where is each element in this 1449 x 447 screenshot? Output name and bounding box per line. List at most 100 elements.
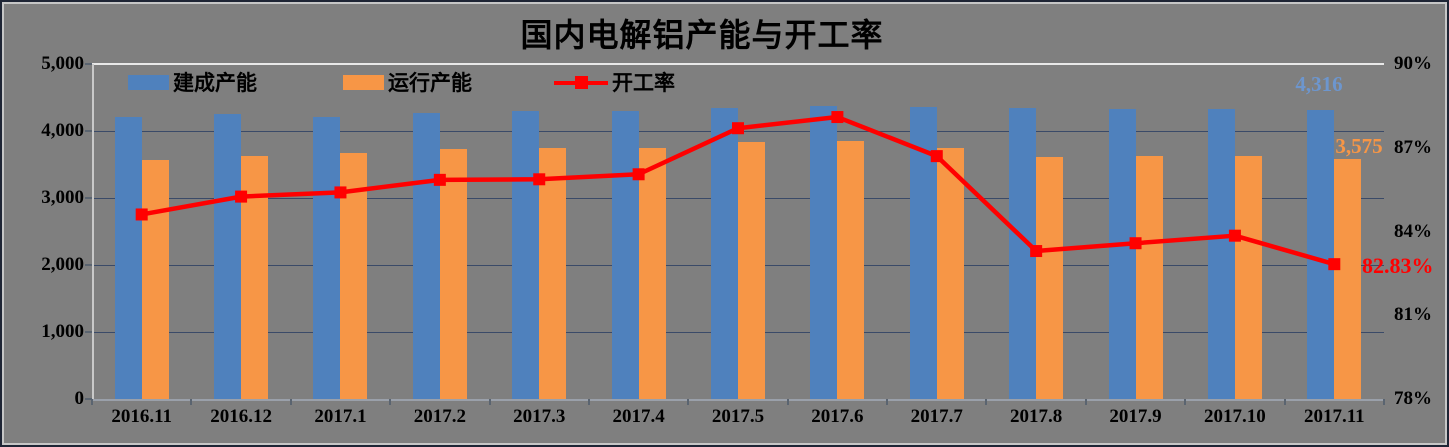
data-label-rate-last: 82.83%	[1362, 253, 1434, 278]
operating-rate-line-marker-icon	[554, 75, 608, 90]
operating-rate-marker	[632, 168, 645, 181]
x-axis-tick	[289, 399, 292, 405]
bar-running-capacity	[738, 142, 765, 399]
bar-built-capacity	[1307, 109, 1335, 399]
bar-running-capacity	[141, 159, 169, 399]
left-axis-tick-label: 3,000	[41, 187, 84, 208]
legend-label-operating-rate: 开工率	[612, 72, 675, 95]
left-axis-tick	[85, 398, 92, 400]
left-axis-tick	[85, 63, 92, 65]
right-axis-tick-label: 84%	[1394, 220, 1432, 242]
legend-label-running-capacity: 运行产能	[388, 72, 472, 95]
operating-rate-marker	[930, 150, 943, 163]
x-axis-tick	[786, 399, 789, 405]
operating-rate-marker	[135, 208, 148, 221]
left-axis-tick	[85, 331, 92, 333]
x-axis-tick	[687, 399, 690, 405]
category-label: 2017.9	[1109, 406, 1162, 427]
right-axis-tick-label: 87%	[1394, 136, 1432, 158]
bar-running-capacity	[539, 148, 567, 399]
bar-running-capacity	[837, 140, 865, 399]
bar-running-capacity	[439, 149, 467, 399]
bar-built-capacity	[1108, 108, 1136, 399]
category-label: 2017.6	[811, 406, 864, 427]
bar-running-capacity	[1135, 156, 1163, 399]
left-axis-tick-label: 0	[74, 388, 85, 409]
left-axis-tick-label: 4,000	[41, 120, 84, 141]
x-axis-tick	[1383, 399, 1385, 405]
legend-item-operating-rate: 开工率	[554, 67, 675, 97]
operating-rate-marker	[533, 173, 546, 186]
bar-built-capacity	[810, 105, 838, 399]
category-label: 2017.4	[612, 406, 665, 427]
data-label-running-last: 3,575	[1335, 134, 1383, 158]
legend-item-running-capacity: 运行产能	[343, 67, 472, 97]
category-label: 2017.2	[413, 406, 466, 427]
bar-built-capacity	[114, 116, 142, 399]
operating-rate-marker	[1030, 245, 1043, 258]
x-axis-tick	[389, 399, 392, 405]
category-label: 2017.11	[1303, 406, 1365, 427]
left-axis-tick	[85, 197, 92, 199]
operating-rate-marker	[1228, 229, 1241, 242]
right-axis-tick-label: 90%	[1394, 53, 1432, 74]
x-axis-line	[92, 399, 1384, 401]
chart-legend: 建成产能 运行产能 开工率	[128, 67, 675, 97]
legend-item-built-capacity: 建成产能	[128, 67, 257, 97]
x-axis-tick	[886, 399, 889, 405]
operating-rate-marker	[732, 122, 744, 135]
operating-rate-marker	[1328, 258, 1341, 271]
category-label: 2017.10	[1204, 406, 1266, 427]
bar-running-capacity	[1036, 156, 1064, 399]
operating-rate-marker	[235, 190, 248, 203]
chart-title: 国内电解铝产能与开工率	[520, 17, 884, 53]
x-axis-tick	[1184, 399, 1187, 405]
plot-top-border	[92, 63, 1384, 65]
category-label: 2017.1	[314, 406, 367, 427]
right-axis-tick-label: 81%	[1394, 304, 1432, 326]
plot-area	[91, 63, 1385, 405]
operating-rate-marker	[831, 111, 844, 124]
x-axis-tick	[91, 399, 93, 405]
operating-rate-line	[135, 111, 1341, 271]
operating-rate-marker	[334, 186, 347, 199]
running-capacity-swatch-icon	[343, 74, 384, 90]
bar-built-capacity	[1207, 108, 1235, 399]
category-label: 2017.8	[1010, 406, 1063, 427]
x-axis-tick	[190, 399, 193, 405]
left-axis-tick	[85, 130, 92, 132]
operating-rate-marker	[1129, 237, 1142, 250]
bar-built-capacity	[512, 111, 540, 399]
left-axis-tick	[85, 264, 92, 266]
left-axis-tick-label: 2,000	[41, 254, 84, 275]
category-label: 2017.3	[513, 406, 566, 427]
x-axis-tick	[1283, 399, 1286, 405]
built-capacity-swatch-icon	[128, 74, 169, 90]
x-axis-tick	[488, 399, 491, 405]
bar-built-capacity	[412, 113, 440, 399]
bar-running-capacity	[936, 148, 964, 399]
x-axis-tick	[985, 399, 988, 405]
x-axis-tick	[587, 399, 590, 405]
bar-built-capacity	[214, 113, 242, 399]
bar-built-capacity	[611, 110, 639, 399]
operating-rate-marker	[433, 173, 446, 186]
bar-built-capacity	[313, 116, 341, 399]
category-label: 2016.11	[111, 406, 173, 427]
bar-running-capacity	[638, 147, 666, 399]
right-axis-tick-label: 78%	[1394, 388, 1432, 409]
left-axis-tick-label: 5,000	[41, 53, 84, 74]
bar-running-capacity	[1334, 159, 1362, 399]
bar-running-capacity	[1234, 156, 1262, 399]
left-axis-line	[92, 64, 94, 399]
x-axis-tick	[1084, 399, 1087, 405]
operating-rate-polyline	[141, 114, 1335, 267]
category-label: 2016.12	[210, 406, 272, 427]
category-label: 2017.7	[910, 406, 963, 427]
bar-built-capacity	[711, 107, 738, 399]
left-axis-tick-label: 1,000	[41, 321, 84, 342]
data-label-built-last: 4,316	[1295, 72, 1343, 96]
category-label: 2017.5	[711, 406, 765, 427]
legend-label-built-capacity: 建成产能	[173, 72, 257, 95]
